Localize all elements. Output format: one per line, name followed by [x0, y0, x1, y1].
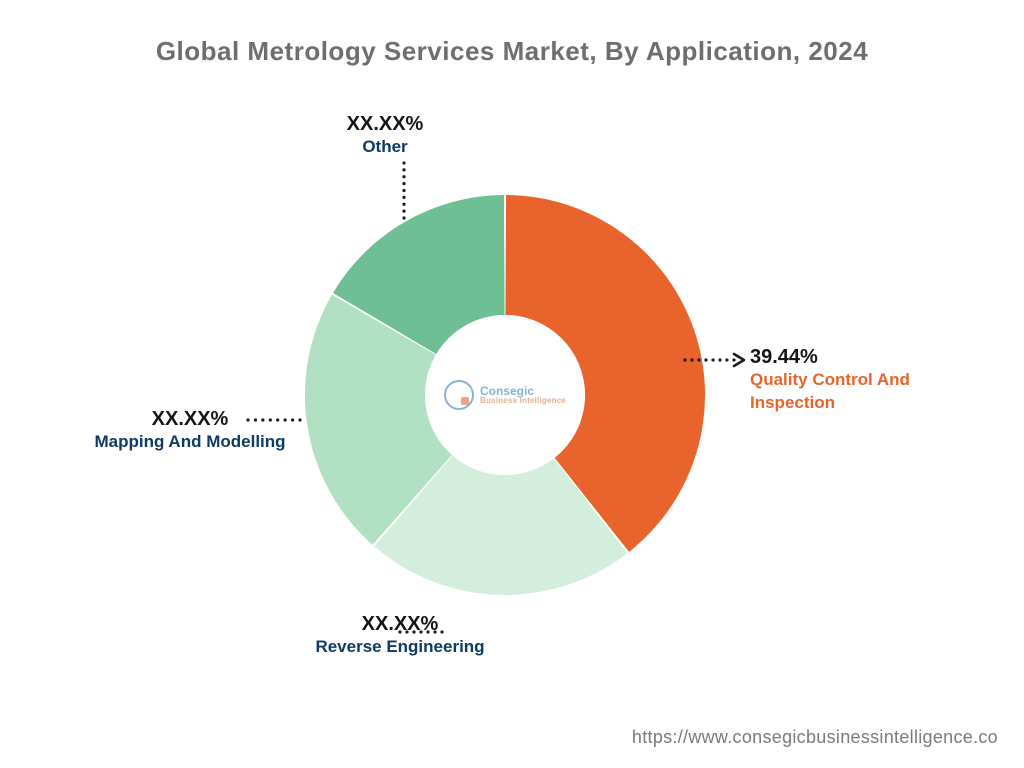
callout-mapping-pct: XX.XX%: [80, 408, 300, 431]
logo-line2: Business Intelligence: [480, 397, 566, 405]
donut-chart: Consegic Business Intelligence: [290, 180, 720, 610]
brand-logo: Consegic Business Intelligence: [444, 380, 566, 410]
callout-quality-label: Quality Control And Inspection: [750, 369, 950, 415]
callout-reverse-pct: XX.XX%: [280, 613, 520, 636]
chart-title: Global Metrology Services Market, By App…: [0, 36, 1024, 67]
donut-hole: Consegic Business Intelligence: [425, 315, 585, 475]
footer-url: https://www.consegicbusinessintelligence…: [632, 727, 998, 748]
callout-mapping: XX.XX% Mapping And Modelling: [80, 408, 300, 454]
callout-other-pct: XX.XX%: [310, 113, 460, 136]
callout-mapping-label: Mapping And Modelling: [80, 431, 300, 454]
callout-other-label: Other: [310, 136, 460, 159]
callout-reverse-label: Reverse Engineering: [280, 636, 520, 659]
callout-other: XX.XX% Other: [310, 113, 460, 159]
logo-mark-icon: [444, 380, 474, 410]
callout-quality-pct: 39.44%: [750, 346, 950, 369]
logo-text: Consegic Business Intelligence: [480, 385, 566, 406]
chart-container: Global Metrology Services Market, By App…: [0, 0, 1024, 768]
callout-quality: 39.44% Quality Control And Inspection: [750, 346, 950, 415]
callout-reverse: XX.XX% Reverse Engineering: [280, 613, 520, 659]
